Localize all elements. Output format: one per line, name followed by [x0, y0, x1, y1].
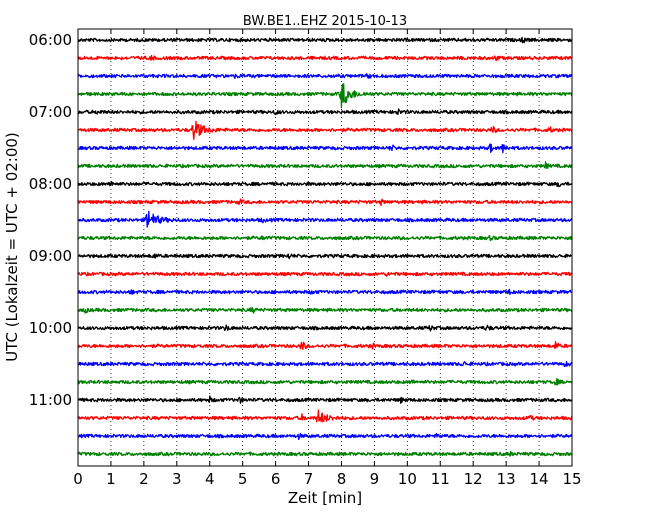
x-tick-label: 5 — [238, 470, 248, 488]
trace-line — [77, 360, 573, 368]
trace-line — [77, 180, 573, 188]
x-tick-label: 11 — [431, 470, 450, 488]
y-tick-label: 09:00 — [29, 247, 72, 265]
x-tick-label: 2 — [139, 470, 149, 488]
x-tick-label: 7 — [304, 470, 314, 488]
trace-line — [77, 108, 573, 116]
x-tick-label: 8 — [337, 470, 347, 488]
trace-line — [77, 307, 573, 314]
trace-line — [77, 253, 573, 260]
trace-line — [77, 198, 573, 207]
trace-line — [77, 161, 573, 170]
trace-line — [77, 271, 573, 277]
x-tick-label: 6 — [271, 470, 281, 488]
trace-line — [77, 288, 573, 296]
y-axis: 06:00 07:00 08:00 09:00 10:00 11:00 — [29, 31, 572, 409]
x-tick-label: 0 — [73, 470, 83, 488]
plot-frame — [77, 28, 573, 467]
x-tick-label: 3 — [172, 470, 182, 488]
grid — [110, 29, 540, 466]
trace-line — [77, 73, 573, 79]
y-tick-label: 11:00 — [29, 391, 72, 409]
y-tick-label: 06:00 — [29, 31, 72, 49]
trace-line — [77, 395, 573, 404]
trace-line — [77, 409, 573, 423]
trace-line — [77, 432, 573, 441]
x-tick-label: 9 — [370, 470, 380, 488]
trace-line — [77, 378, 573, 386]
x-tick-label: 13 — [497, 470, 516, 488]
traces — [77, 36, 573, 457]
x-tick-label: 10 — [398, 470, 417, 488]
x-tick-label: 1 — [106, 470, 116, 488]
chart-title: BW.BE1..EHZ 2015-10-13 — [243, 14, 407, 29]
y-tick-label: 10:00 — [29, 319, 72, 337]
y-axis-label: UTC (Lokalzeit = UTC + 02:00) — [3, 132, 21, 362]
y-tick-label: 08:00 — [29, 175, 72, 193]
trace-line — [77, 341, 573, 350]
trace-line — [77, 54, 573, 62]
x-tick-label: 4 — [205, 470, 215, 488]
x-tick-label: 15 — [562, 470, 581, 488]
x-tick-label: 12 — [464, 470, 483, 488]
x-axis-label: Zeit [min] — [288, 489, 362, 507]
trace-line — [77, 210, 573, 228]
trace-line — [77, 451, 573, 457]
trace-line — [77, 120, 573, 140]
trace-line — [77, 83, 573, 109]
x-tick-label: 14 — [530, 470, 549, 488]
x-axis: 0 1 2 3 4 5 6 7 8 9 10 11 12 13 14 15 — [73, 29, 582, 488]
trace-line — [77, 324, 573, 332]
trace-line — [77, 143, 573, 154]
trace-line — [77, 36, 573, 44]
trace-line — [77, 235, 573, 242]
y-tick-label: 07:00 — [29, 103, 72, 121]
